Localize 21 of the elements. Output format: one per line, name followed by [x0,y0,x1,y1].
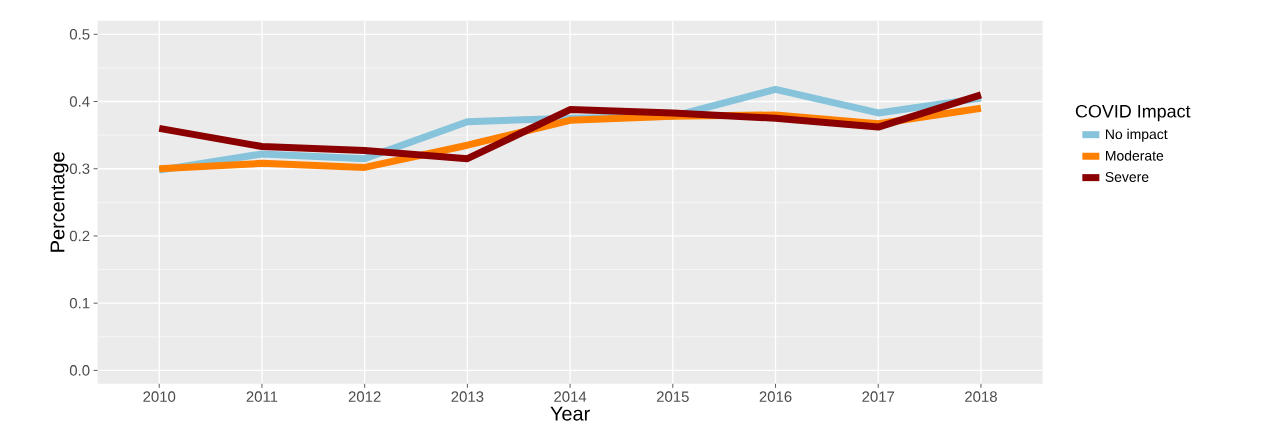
y-tick-label: 0.3 [69,163,90,175]
x-tick-label: 2013 [451,391,484,402]
legend-label: No impact [1106,128,1168,142]
y-axis-title: Percentage [50,152,69,252]
y-tick-label: 0.1 [69,297,90,309]
x-tick-label: 2015 [656,391,689,402]
x-tick-label: 2017 [862,391,895,402]
y-tick-label: 0.2 [69,230,90,242]
x-tick-label: 2018 [965,391,997,402]
y-tick-label: 0.4 [69,96,90,107]
x-tick-label: 2014 [554,391,587,402]
legend-title: COVID Impact [1075,104,1191,122]
y-tick-label: 0.0 [69,365,90,376]
x-tick-label: 2016 [759,391,792,402]
x-tick-label: 2012 [348,391,381,402]
legend-label: Moderate [1106,150,1164,161]
x-axis-title: Year [550,406,590,421]
x-tick-label: 2010 [143,391,176,402]
x-tick-label: 2011 [246,391,278,402]
y-tick-label: 0.5 [69,29,90,40]
legend-label: Severe [1105,171,1149,182]
